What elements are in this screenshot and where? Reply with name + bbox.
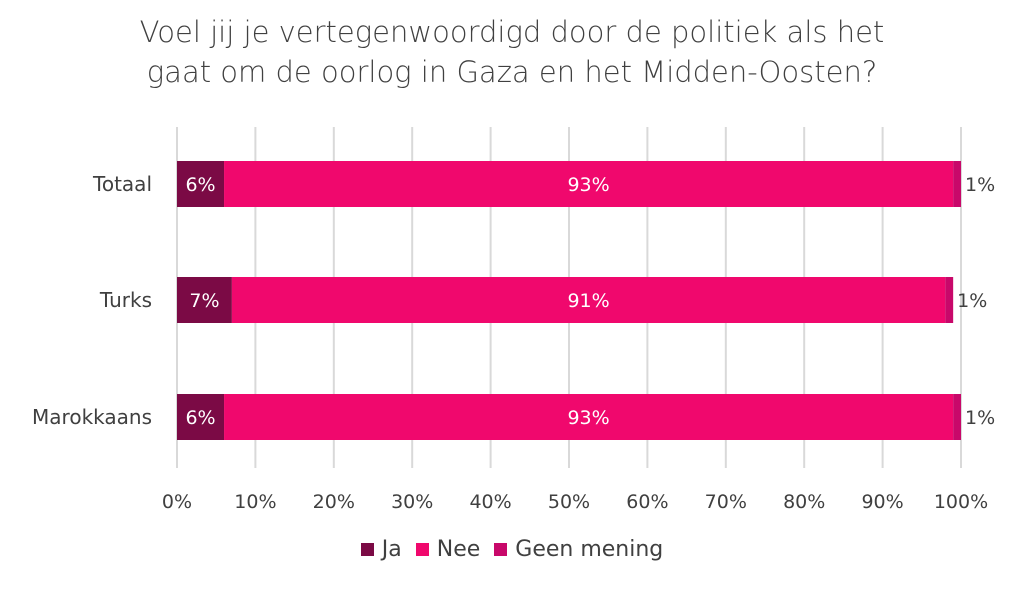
bar-segment-ja xyxy=(177,161,225,207)
bar-segment-nee xyxy=(231,277,946,323)
x-tick-label: 80% xyxy=(783,491,825,513)
bar-segment-geen-mening xyxy=(953,394,961,440)
data-label: 1% xyxy=(965,407,995,429)
legend-item-nee: Nee xyxy=(415,537,481,562)
category-label: Totaal xyxy=(92,172,152,196)
chart-title-line-2: gaat om de oorlog in Gaza en het Midden-… xyxy=(146,55,878,89)
x-tick-label: 50% xyxy=(548,491,590,513)
data-label: 6% xyxy=(185,407,215,429)
bar-segment-ja xyxy=(177,277,232,323)
x-tick-label: 100% xyxy=(934,491,988,513)
x-tick-label: 70% xyxy=(705,491,747,513)
chart-title-line-1: Voel jij je vertegenwoordigd door de pol… xyxy=(139,15,885,49)
data-label: 1% xyxy=(957,290,987,312)
legend-swatch-nee xyxy=(415,543,429,556)
data-label: 1% xyxy=(965,174,995,196)
bar-segment-ja xyxy=(177,394,225,440)
bar-segment-geen-mening xyxy=(953,161,961,207)
legend-label-geen-mening: Geen mening xyxy=(515,537,664,562)
legend: Ja Nee Geen mening xyxy=(0,537,1024,562)
x-tick-label: 90% xyxy=(861,491,903,513)
category-label: Turks xyxy=(99,288,152,312)
x-tick-label: 20% xyxy=(313,491,355,513)
bar-segment-geen-mening xyxy=(945,277,954,323)
x-tick-label: 40% xyxy=(469,491,511,513)
x-tick-label: 0% xyxy=(162,491,192,513)
legend-label-ja: Ja xyxy=(381,537,402,562)
legend-label-nee: Nee xyxy=(436,537,481,562)
chart-title: Voel jij je vertegenwoordigd door de pol… xyxy=(0,12,1024,92)
legend-item-geen-mening: Geen mening xyxy=(494,537,663,562)
x-tick-label: 60% xyxy=(626,491,668,513)
bar-segment-nee xyxy=(224,161,954,207)
data-label: 6% xyxy=(185,174,215,196)
legend-swatch-geen-mening xyxy=(494,543,508,556)
x-tick-label: 10% xyxy=(234,491,276,513)
data-label: 91% xyxy=(567,290,609,312)
data-label: 93% xyxy=(567,407,609,429)
category-label: Marokkaans xyxy=(32,405,152,429)
data-label: 7% xyxy=(189,290,219,312)
x-tick-label: 30% xyxy=(391,491,433,513)
data-label: 93% xyxy=(567,174,609,196)
bar-segment-nee xyxy=(224,394,954,440)
legend-item-ja: Ja xyxy=(360,537,402,562)
legend-swatch-ja xyxy=(360,543,374,556)
